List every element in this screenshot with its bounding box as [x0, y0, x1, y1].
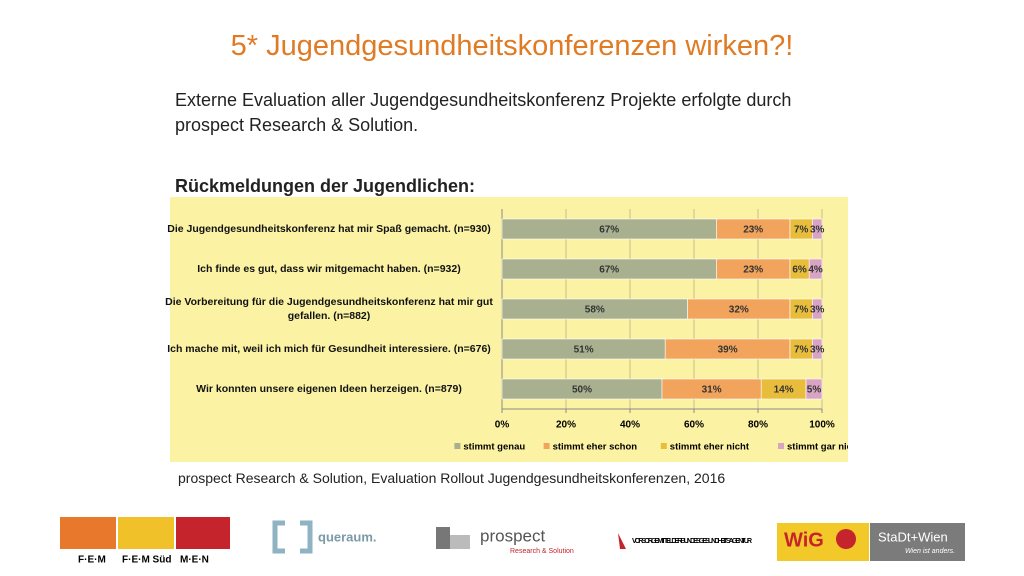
legend-swatch — [543, 443, 550, 449]
y-tick-label: Die Jugendgesundheitskonferenz hat mir S… — [167, 223, 491, 235]
data-label: 7% — [794, 345, 809, 356]
data-label: 51% — [574, 345, 594, 356]
data-label: 67% — [599, 265, 619, 276]
x-tick-label: 0% — [495, 420, 510, 431]
chart-area: 0% 20% 40% 60% 80% 100% 67% 23% 7% 3% 67% 23% 6% 4% 58… — [165, 197, 862, 462]
data-label: 7% — [794, 225, 809, 236]
data-label: 50% — [572, 385, 592, 396]
data-label: 58% — [585, 305, 605, 316]
slide-title: 5* Jugendgesundheitskonferenzen wirken?! — [230, 30, 794, 62]
logo-text: Wien ist anders. — [905, 548, 955, 555]
logo-prospect-icon — [450, 535, 470, 549]
intro-text: Externe Evaluation aller Jugendgesundhei… — [175, 90, 792, 135]
logo-text: queraum. — [318, 529, 377, 544]
x-tick-label: 100% — [809, 420, 835, 431]
legend-swatch — [778, 443, 784, 449]
x-tick-label: 80% — [748, 420, 768, 431]
subheading: Rückmeldungen der Jugendlichen: — [175, 176, 476, 196]
legend-label: stimmt genau — [463, 442, 525, 453]
bar-segment — [812, 338, 823, 360]
logo-wien — [870, 523, 965, 561]
data-label: 5% — [807, 385, 822, 396]
data-label: 32% — [729, 305, 749, 316]
logo-text: F·E·M Süd — [122, 555, 171, 566]
data-label: 3% — [810, 225, 825, 236]
legend-swatch — [660, 443, 667, 449]
legend-label: stimmt gar nicht — [787, 442, 848, 453]
logo-text: VORSORGEMITTEL DER BUNDESGESUNDHEITSAGEN… — [632, 538, 752, 545]
legend-swatch — [454, 443, 461, 449]
bar-segment — [808, 258, 823, 280]
x-tick-label: 20% — [556, 420, 576, 431]
logo-text: M·E·N — [180, 555, 209, 566]
logo-wig-icon — [836, 529, 856, 549]
data-label: 23% — [743, 225, 763, 236]
data-label: 23% — [743, 265, 763, 276]
source-note: prospect Research & Solution, Evaluation… — [178, 470, 726, 486]
data-label: 39% — [718, 345, 738, 356]
logo-text: F·E·M — [78, 555, 106, 566]
bar-segment — [812, 298, 823, 320]
x-tick-label: 40% — [620, 420, 640, 431]
logo-strip — [60, 549, 230, 567]
logo-text: WiG — [784, 529, 824, 551]
data-label: 14% — [774, 385, 794, 396]
y-tick-label: Wir konnten unsere eigenen Ideen herzeig… — [196, 383, 462, 395]
logo-text: StaDt+Wien — [878, 529, 948, 544]
y-tick-label: Die Vorbereitung für die Jugendgesundhei… — [165, 296, 493, 322]
legend-label: stimmt eher schon — [553, 442, 638, 453]
logo-text: Research & Solution — [510, 548, 574, 555]
bar-segment — [805, 378, 823, 400]
logo-queraum-icon — [272, 520, 313, 554]
logo-prospect-icon — [436, 527, 450, 549]
logo-text: prospect — [480, 526, 545, 545]
data-label: 6% — [792, 265, 807, 276]
data-label: 31% — [702, 385, 722, 396]
data-label: 7% — [794, 305, 809, 316]
y-tick-label: Ich finde es gut, dass wir mitgemacht ha… — [197, 263, 461, 275]
x-tick-label: 60% — [684, 420, 704, 431]
legend-label: stimmt eher nicht — [670, 442, 750, 453]
data-label: 3% — [810, 305, 825, 316]
data-label: 3% — [810, 345, 825, 356]
bar-segment — [812, 218, 823, 240]
data-label: 67% — [599, 225, 619, 236]
logo-bar: F·E·M F·E·M Süd M·E·N queraum. prospect … — [60, 517, 965, 567]
y-tick-label: Ich mache mit, weil ich mich für Gesundh… — [167, 343, 491, 355]
logo-bga-icon — [618, 533, 626, 549]
chart: 0% 20% 40% 60% 80% 100%67% 23% 7% 3%67% 23% 6% 4%58… — [454, 209, 862, 453]
data-label: 4% — [808, 265, 823, 276]
